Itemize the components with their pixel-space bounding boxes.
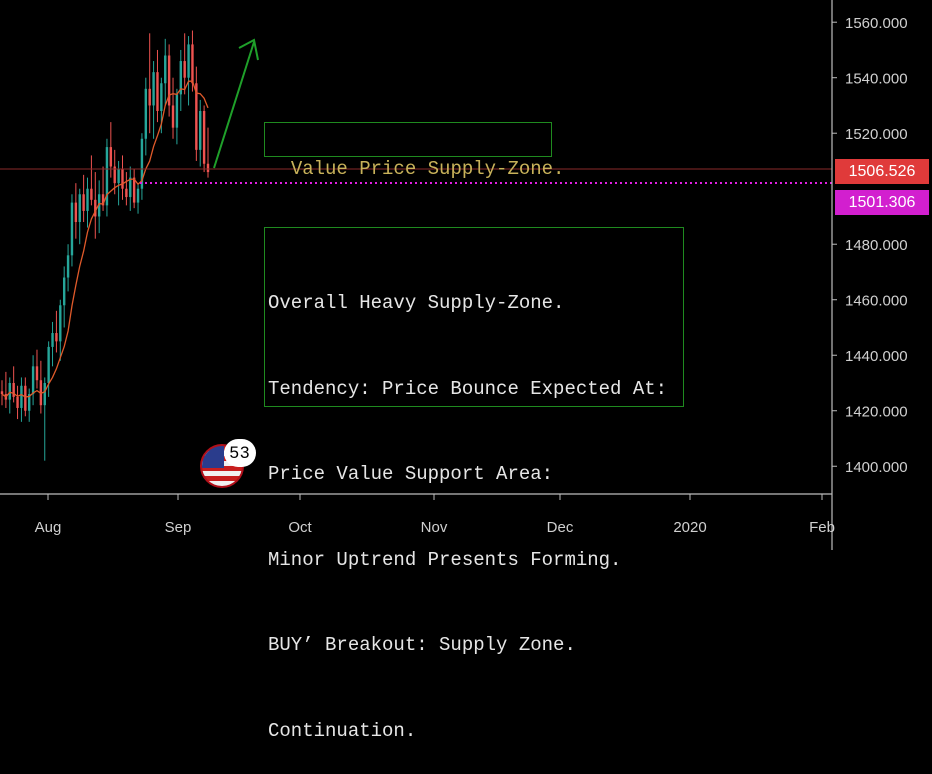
- note-line: Tendency: Price Bounce Expected At:: [268, 377, 668, 400]
- x-tick-label: Aug: [35, 519, 62, 536]
- candle-body: [20, 385, 23, 408]
- y-tick-label: 1520.000: [845, 126, 908, 143]
- candle-body: [70, 202, 74, 256]
- analysis-notes-box[interactable]: Overall Heavy Supply-Zone. Tendency: Pri…: [264, 227, 684, 742]
- candle-body: [187, 44, 190, 78]
- candle-body: [202, 111, 206, 164]
- candle-body: [144, 88, 148, 139]
- candle-body: [195, 83, 198, 150]
- candle-body: [66, 255, 70, 278]
- x-tick-label: Dec: [547, 519, 574, 536]
- x-tick-label: Feb: [809, 519, 835, 536]
- candle-body: [152, 72, 155, 106]
- candle-body: [191, 44, 194, 84]
- candle-body: [167, 55, 171, 106]
- candle-body: [0, 391, 4, 395]
- candle-body: [35, 366, 39, 381]
- candle-body: [31, 366, 35, 395]
- candle-body: [129, 177, 132, 198]
- last-price-label: 1506.526: [835, 159, 929, 184]
- candle-body: [156, 72, 159, 112]
- candle-body: [94, 199, 97, 217]
- supply-zone-title: Value Price Supply-Zone.: [290, 157, 565, 180]
- y-tick-label: 1420.000: [845, 404, 908, 421]
- candle-body: [43, 382, 46, 406]
- candle-body: [59, 305, 62, 342]
- candle-body: [109, 147, 113, 167]
- note-line: BUY’ Breakout: Supply Zone.: [268, 634, 576, 656]
- candle-body: [121, 169, 124, 189]
- moving-average-line: [1, 80, 209, 398]
- y-axis-ticks: 1560.000 1540.000 1520.000 1480.000 1460.000…: [832, 15, 908, 476]
- candle-body: [86, 188, 89, 211]
- y-tick-label: 1540.000: [845, 71, 908, 88]
- candle-body: [148, 88, 151, 106]
- candle-body: [175, 94, 179, 128]
- candle-body: [78, 194, 81, 223]
- candle-body: [101, 194, 105, 206]
- note-line: Overall Heavy Supply-Zone.: [268, 292, 565, 314]
- candle-body: [8, 382, 11, 400]
- x-axis-ticks: Aug Sep Oct Nov Dec 2020 Feb: [35, 494, 835, 536]
- event-count-badge: 53: [224, 439, 256, 467]
- y-tick-label: 1460.000: [845, 293, 908, 310]
- candle-body: [171, 105, 175, 128]
- candle-body: [90, 188, 93, 200]
- candle-body: [12, 382, 15, 397]
- candle-body: [105, 147, 109, 206]
- y-tick-label: 1400.000: [845, 459, 908, 476]
- candle-body: [74, 202, 78, 223]
- candle-body: [82, 194, 85, 211]
- uptrend-arrow: [213, 38, 259, 169]
- candle-body: [132, 177, 136, 203]
- candle-body: [24, 385, 27, 411]
- candle-body: [51, 333, 54, 347]
- candle-body: [16, 396, 19, 408]
- candle-body: [47, 346, 50, 383]
- candles: [0, 30, 210, 461]
- x-tick-label: 2020: [673, 519, 706, 536]
- candle-body: [117, 169, 120, 184]
- x-tick-label: Sep: [165, 519, 192, 536]
- x-tick-label: Nov: [421, 519, 448, 536]
- candle-body: [28, 394, 31, 411]
- supply-zone-title-box[interactable]: Value Price Supply-Zone.: [264, 122, 564, 180]
- candle-body: [62, 277, 66, 306]
- note-line: Price Value Support Area:: [268, 463, 554, 485]
- candle-body: [55, 333, 58, 342]
- candle-body: [179, 61, 182, 95]
- economic-events-marker[interactable]: 53: [200, 439, 258, 489]
- candle-body: [136, 188, 140, 203]
- candle-body: [206, 163, 210, 173]
- candle-body: [97, 194, 101, 217]
- price-chart[interactable]: 1560.000 1540.000 1520.000 1480.000 1460.000…: [0, 0, 932, 550]
- candle-body: [199, 111, 202, 150]
- horizontal-line-price-label: 1501.306: [835, 190, 929, 215]
- candle-body: [113, 166, 116, 184]
- x-tick-label: Oct: [288, 519, 312, 536]
- candle-body: [183, 61, 186, 78]
- candle-body: [164, 55, 167, 84]
- candle-body: [125, 188, 128, 198]
- note-line: Continuation.: [268, 719, 417, 742]
- y-tick-label: 1560.000: [845, 15, 908, 32]
- y-tick-label: 1480.000: [845, 237, 908, 254]
- y-tick-label: 1440.000: [845, 348, 908, 365]
- candle-body: [160, 83, 163, 112]
- candle-body: [140, 138, 144, 189]
